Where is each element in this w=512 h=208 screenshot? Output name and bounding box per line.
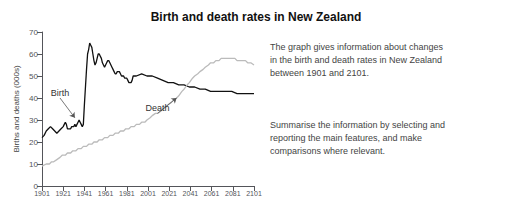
svg-text:2001: 2001 — [140, 190, 156, 197]
svg-text:comparisons where relevant.: comparisons where relevant. — [270, 146, 385, 156]
svg-text:reporting the main features, a: reporting the main features, and make — [270, 133, 422, 143]
svg-text:in the birth and death rates i: in the birth and death rates in New Zeal… — [270, 55, 442, 65]
svg-text:1961: 1961 — [98, 190, 114, 197]
svg-text:Births and deaths (000s): Births and deaths (000s) — [12, 65, 21, 152]
svg-text:10: 10 — [29, 160, 38, 169]
svg-text:1981: 1981 — [119, 190, 135, 197]
svg-text:20: 20 — [29, 138, 38, 147]
svg-text:40: 40 — [29, 94, 38, 103]
svg-text:Birth and death rates in New Z: Birth and death rates in New Zealand — [151, 10, 362, 24]
svg-text:70: 70 — [29, 28, 38, 37]
svg-text:2061: 2061 — [204, 190, 220, 197]
svg-text:The graph gives information ab: The graph gives information about change… — [270, 42, 444, 52]
svg-text:30: 30 — [29, 116, 38, 125]
svg-text:Birth: Birth — [51, 88, 70, 98]
svg-text:2081: 2081 — [225, 190, 241, 197]
svg-text:Summarise the information by s: Summarise the information by selecting a… — [270, 120, 445, 130]
svg-text:0: 0 — [33, 181, 38, 191]
svg-text:2021: 2021 — [161, 190, 177, 197]
svg-text:50: 50 — [29, 72, 38, 81]
svg-text:1901: 1901 — [34, 190, 50, 197]
svg-text:Death: Death — [146, 103, 170, 113]
svg-text:60: 60 — [29, 50, 38, 59]
svg-text:2041: 2041 — [183, 190, 199, 197]
svg-text:between 1901 and 2101.: between 1901 and 2101. — [270, 68, 369, 78]
svg-text:2101: 2101 — [246, 190, 262, 197]
svg-text:1941: 1941 — [77, 190, 93, 197]
svg-text:1921: 1921 — [55, 190, 71, 197]
